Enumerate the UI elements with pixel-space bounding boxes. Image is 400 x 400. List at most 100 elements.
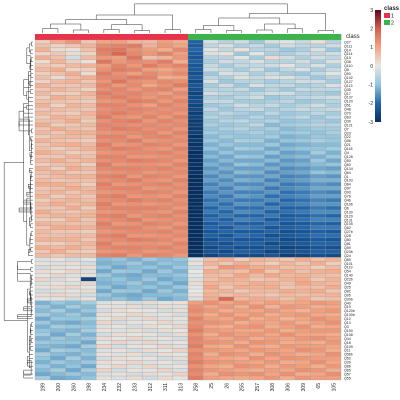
row-label: Q95 xyxy=(344,293,351,297)
heatmap-cell xyxy=(218,166,235,171)
color-scale-tick-label: -2 xyxy=(369,101,374,107)
heatmap-cell xyxy=(34,324,51,329)
heatmap-cell xyxy=(279,162,296,167)
heatmap-cell xyxy=(218,39,235,45)
heatmap-cell xyxy=(249,269,265,274)
heatmap-cell xyxy=(96,205,112,211)
heatmap-cell xyxy=(157,126,173,132)
color-scale-tick-label: 1 xyxy=(370,45,373,51)
heatmap-cell xyxy=(233,122,250,128)
heatmap-cell xyxy=(50,194,66,199)
heatmap-cell xyxy=(294,340,311,345)
heatmap-cell xyxy=(249,324,265,329)
heatmap-cell xyxy=(218,130,235,136)
heatmap-cell xyxy=(325,174,342,179)
row-label: Q111 xyxy=(344,44,352,48)
heatmap-cell xyxy=(126,71,143,76)
row-label: Q105 xyxy=(344,222,353,226)
heatmap-cell xyxy=(34,257,51,262)
heatmap-cell xyxy=(294,261,311,266)
heatmap-cell xyxy=(187,178,204,183)
heatmap-cell xyxy=(294,249,311,254)
heatmap-cell xyxy=(80,43,97,49)
heatmap-cell xyxy=(233,170,250,175)
heatmap-cell xyxy=(279,257,296,262)
class-annotation-cell xyxy=(249,34,265,40)
heatmap-cell xyxy=(233,269,250,274)
heatmap-cell xyxy=(80,336,97,341)
heatmap-cell xyxy=(203,67,219,72)
heatmap-cell xyxy=(96,190,112,195)
heatmap-cell xyxy=(50,118,66,124)
heatmap-cell xyxy=(233,154,250,159)
dendrogram-link xyxy=(27,361,33,367)
heatmap-cell xyxy=(249,71,265,76)
heatmap-cell xyxy=(279,328,296,333)
heatmap-cell xyxy=(203,229,219,234)
heatmap-cell xyxy=(294,257,311,262)
row-label: Q3 xyxy=(344,325,349,329)
heatmap-cell xyxy=(126,213,143,219)
heatmap-cell xyxy=(233,138,250,143)
heatmap-cell xyxy=(203,269,219,274)
heatmap-cell xyxy=(233,190,250,195)
heatmap-cell xyxy=(294,205,311,211)
heatmap-cell xyxy=(233,320,250,325)
heatmap-cell xyxy=(279,130,296,136)
heatmap-cell xyxy=(264,375,280,381)
heatmap-cell xyxy=(264,265,280,270)
heatmap-cell xyxy=(249,368,265,373)
row-label: Q89 xyxy=(344,258,351,262)
heatmap-cell xyxy=(203,83,219,88)
heatmap-cell xyxy=(310,332,326,337)
heatmap-cell xyxy=(279,332,296,337)
heatmap-cell xyxy=(279,51,296,56)
heatmap-cell xyxy=(126,296,143,302)
heatmap-cell xyxy=(279,352,296,357)
heatmap-cell xyxy=(218,312,235,317)
row-label: Q1 xyxy=(344,175,349,179)
heatmap-cell xyxy=(187,265,204,270)
heatmap-cell xyxy=(203,245,219,250)
heatmap-cell xyxy=(172,375,189,381)
row-label: Q13 xyxy=(344,321,351,325)
heatmap-cell xyxy=(96,273,112,278)
heatmap-cell xyxy=(233,213,250,219)
heatmap-cell xyxy=(279,269,296,274)
heatmap-cell xyxy=(157,300,173,306)
heatmap-cell xyxy=(126,87,143,92)
dendrogram-link xyxy=(18,110,24,127)
heatmap-cell xyxy=(141,292,158,298)
heatmap-cell xyxy=(141,308,158,313)
heatmap-cell xyxy=(157,229,173,234)
heatmap-cell xyxy=(264,43,280,49)
heatmap-cell xyxy=(279,273,296,278)
heatmap-cell xyxy=(218,348,235,353)
heatmap-cell xyxy=(50,324,66,329)
heatmap-cell xyxy=(157,111,173,116)
heatmap-cell xyxy=(187,71,204,76)
heatmap-cell xyxy=(325,304,342,309)
heatmap-cell xyxy=(187,107,204,112)
heatmap-cell xyxy=(50,332,66,337)
row-label: Q30 xyxy=(344,119,351,123)
heatmap-cell xyxy=(294,371,311,377)
heatmap-cell xyxy=(187,162,204,167)
heatmap-cell xyxy=(325,91,342,96)
heatmap-cell xyxy=(279,336,296,341)
heatmap-cell xyxy=(126,158,143,163)
heatmap-cell xyxy=(279,229,296,234)
heatmap-cell xyxy=(34,91,51,96)
heatmap-cell xyxy=(65,249,82,254)
heatmap-cell xyxy=(187,249,204,254)
heatmap-cell xyxy=(34,162,51,167)
heatmap-cell xyxy=(187,356,204,361)
heatmap-cell xyxy=(187,87,204,92)
heatmap-cell xyxy=(50,138,66,143)
heatmap-cell xyxy=(325,107,342,112)
heatmap-cell xyxy=(34,340,51,345)
heatmap-cell xyxy=(65,356,82,361)
heatmap-cell xyxy=(126,150,143,155)
heatmap-cell xyxy=(218,142,235,147)
heatmap-cell xyxy=(141,122,158,128)
